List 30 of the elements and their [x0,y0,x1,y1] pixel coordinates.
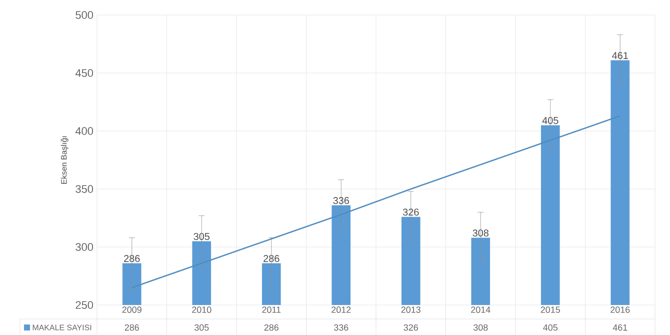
text: 286 [264,254,280,262]
x-tick-label: 2011 [262,306,281,313]
y-tick-label: 300 [76,243,94,251]
x-tick-label: 2016 [610,306,630,313]
data-label: 308 [473,324,488,331]
x-tick-label: 2014 [471,306,490,313]
data-label: 461 [612,324,628,331]
x-tick-label: 2015 [540,306,560,313]
data-label: 286 [124,324,139,331]
x-tick-label: 2009 [122,306,142,313]
y-tick-label: 400 [75,127,94,135]
text: 326 [402,208,419,216]
data-label: 326 [404,324,418,331]
text: 336 [333,196,350,204]
x-tick-label: 2010 [192,306,212,313]
text: 461 [612,52,628,59]
text: 405 [542,116,558,124]
text: 308 [472,229,489,236]
y-tick-label: 450 [75,69,94,77]
data-label: 305 [194,324,209,331]
y-tick-label: 350 [76,185,94,193]
text: 286 [124,254,140,262]
data-label: 336 [334,324,348,331]
y-tick-label: 250 [76,301,94,309]
data-label: 405 [543,324,558,331]
x-tick-label: 2013 [401,306,420,313]
data-label: 286 [264,324,278,331]
y-tick-label: 500 [76,11,94,19]
text: 305 [194,232,210,240]
x-tick-label: 2012 [332,306,351,313]
